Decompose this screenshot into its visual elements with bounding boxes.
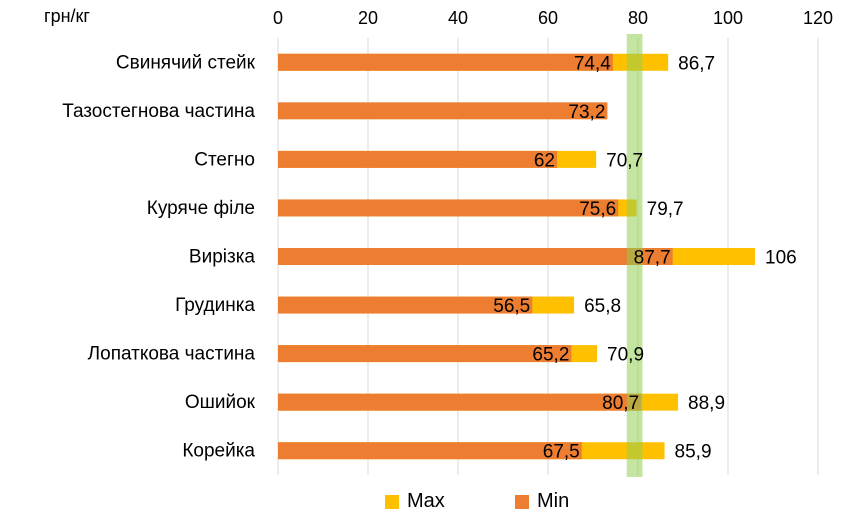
data-label-min: 65,2 xyxy=(532,345,569,366)
category-label: Вирізка xyxy=(189,247,256,268)
data-label-min: 73,2 xyxy=(568,102,605,123)
data-label-min: 74,4 xyxy=(574,53,611,74)
data-label-min: 67,5 xyxy=(543,442,580,463)
x-tick-label: 100 xyxy=(713,8,743,28)
bar-min xyxy=(278,345,572,363)
data-label-max: 70,9 xyxy=(607,345,644,366)
category-label: Корейка xyxy=(182,441,255,462)
bar-chart: 0 20 40 60 80 100 120 Свинячий стейк Тазостегно… xyxy=(62,8,833,477)
x-tick-label: 120 xyxy=(803,8,833,28)
category-label: Куряче філе xyxy=(147,198,255,219)
bars xyxy=(278,53,755,460)
data-label-min: 75,6 xyxy=(579,199,616,220)
bar-min xyxy=(278,393,642,411)
data-label-max: 86,7 xyxy=(678,53,715,74)
x-axis-ticks: 0 20 40 60 80 100 120 xyxy=(273,8,833,28)
legend-swatch-max xyxy=(385,494,399,509)
data-label-min: 80,7 xyxy=(602,393,639,414)
bar-min xyxy=(278,53,613,71)
category-label: Тазостегнова частина xyxy=(62,101,255,122)
reference-band-rect xyxy=(626,34,643,477)
legend: Max Min xyxy=(0,490,852,518)
x-tick-label: 20 xyxy=(358,8,378,28)
data-label-min: 87,7 xyxy=(634,248,671,269)
category-label: Стегно xyxy=(194,149,255,170)
category-label: Ошийок xyxy=(185,392,256,413)
bar-min xyxy=(278,248,673,265)
category-labels: Свинячий стейк Тазостегнова частина Стегно… xyxy=(62,52,255,461)
data-label-max: 70,7 xyxy=(606,150,643,171)
bar-min xyxy=(278,442,582,460)
data-label-max: 85,9 xyxy=(675,442,712,463)
reference-band xyxy=(626,34,643,477)
data-labels: 74,4 86,7 73,2 62 70,7 75,6 79,7 87,7 106 56,5 65,… xyxy=(493,53,796,462)
data-label-max: 106 xyxy=(765,248,797,269)
x-tick-label: 60 xyxy=(538,8,558,28)
bar-min xyxy=(278,150,557,168)
bar-min xyxy=(278,296,533,314)
data-label-max: 88,9 xyxy=(688,393,725,414)
x-tick-label: 40 xyxy=(448,8,468,28)
legend-item-max: Max xyxy=(385,490,445,513)
data-label-min: 62 xyxy=(534,150,555,171)
unit-label: грн/кг xyxy=(44,6,90,26)
data-label-max: 79,7 xyxy=(647,199,684,220)
x-tick-label: 80 xyxy=(628,8,648,28)
x-tick-label: 0 xyxy=(273,8,283,28)
category-label: Лопаткова частина xyxy=(88,344,256,365)
legend-label-max: Max xyxy=(407,490,445,512)
data-label-max: 65,8 xyxy=(584,296,621,317)
category-label: Грудинка xyxy=(175,295,255,316)
legend-swatch-min xyxy=(515,494,529,509)
data-label-min: 56,5 xyxy=(493,296,530,317)
legend-item-min: Min xyxy=(515,490,569,513)
bar-min xyxy=(278,102,608,120)
category-label: Свинячий стейк xyxy=(116,52,256,73)
bar-min xyxy=(278,199,619,217)
legend-label-min: Min xyxy=(537,490,570,512)
